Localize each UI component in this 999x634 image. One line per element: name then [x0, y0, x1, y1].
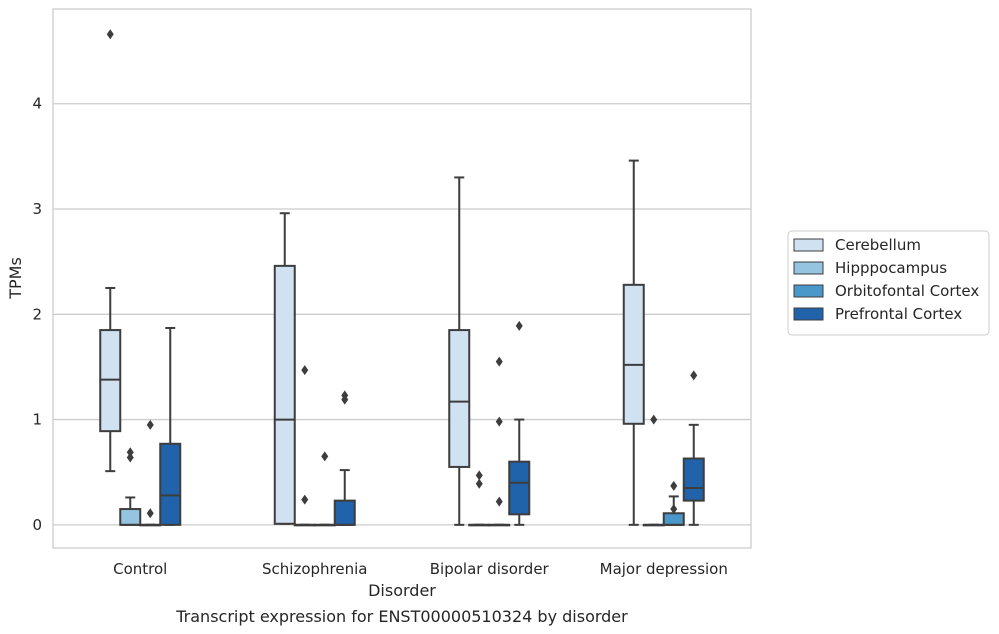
outlier-point — [690, 370, 698, 381]
x-tick-label: Major depression — [600, 560, 728, 578]
box-body — [273, 264, 296, 525]
box-body — [448, 329, 471, 468]
outlier-point — [341, 390, 349, 401]
legend-swatch — [793, 284, 824, 298]
box-0-1 — [119, 447, 142, 526]
box-1-2 — [313, 451, 336, 527]
outlier-point — [146, 419, 154, 430]
outlier-point — [106, 29, 114, 40]
legend: Cerebellum Hipppocampus Orbitofontal Corte… — [787, 230, 990, 336]
box-1-1 — [293, 365, 316, 527]
outlier-point — [495, 496, 503, 507]
outlier-point — [321, 451, 329, 462]
legend-label: Cerebellum — [835, 236, 921, 254]
box-0-0 — [99, 29, 122, 473]
boxes — [99, 29, 705, 527]
legend-swatch — [793, 261, 824, 275]
outlier-point — [670, 480, 678, 491]
legend-frame — [787, 230, 990, 336]
outlier-point — [475, 470, 483, 481]
legend-label: Prefrontal Cortex — [835, 305, 962, 323]
gridlines — [53, 103, 751, 526]
box-2-2 — [488, 356, 511, 527]
y-axis-label: TPMs — [6, 257, 25, 300]
box-3-0 — [622, 159, 645, 526]
box-0-3 — [159, 326, 182, 526]
x-axis-label: Disorder — [368, 581, 436, 600]
box-body — [662, 512, 685, 526]
box-body — [119, 508, 142, 526]
outlier-point — [146, 508, 154, 519]
outlier-point — [126, 452, 134, 463]
legend-label: Orbitofontal Cortex — [835, 282, 979, 300]
box-body — [99, 329, 122, 433]
y-ticks: 0 1 2 3 4 — [32, 95, 42, 534]
outlier-point — [495, 416, 503, 427]
x-tick-label: Control — [113, 560, 167, 578]
x-tick-label: Schizophrenia — [262, 560, 367, 578]
x-ticks: Control Schizophrenia Bipolar disorder Majo… — [113, 560, 728, 578]
outlier-point — [126, 447, 134, 458]
box-2-0 — [448, 176, 471, 526]
outlier-point — [650, 414, 658, 425]
y-tick-label: 3 — [32, 200, 42, 218]
y-tick-label: 0 — [32, 516, 42, 534]
box-2-3 — [508, 320, 531, 526]
box-3-1 — [642, 414, 665, 527]
outlier-point — [515, 320, 523, 331]
box-0-2 — [139, 419, 162, 527]
legend-label: Hipppocampus — [835, 259, 947, 277]
x-tick-label: Bipolar disorder — [430, 560, 550, 578]
box-2-1 — [468, 470, 491, 527]
outlier-point — [475, 478, 483, 489]
box-body — [333, 499, 356, 526]
box-1-3 — [333, 390, 356, 526]
legend-swatch — [793, 238, 824, 252]
outlier-point — [670, 504, 678, 515]
y-tick-label: 1 — [32, 411, 42, 429]
legend-swatch — [793, 307, 824, 321]
outlier-point — [301, 365, 309, 376]
box-body — [508, 460, 531, 516]
box-body — [159, 442, 182, 526]
chart-caption: Transcript expression for ENST0000051032… — [175, 607, 628, 626]
outlier-point — [301, 494, 309, 505]
y-tick-label: 4 — [32, 95, 42, 113]
y-tick-label: 2 — [32, 305, 42, 323]
box-3-2 — [662, 480, 685, 526]
box-1-0 — [273, 212, 296, 525]
box-body — [682, 457, 705, 502]
plot-frame — [52, 8, 752, 549]
outlier-point — [495, 356, 503, 367]
box-3-3 — [682, 370, 705, 526]
box-body — [622, 283, 645, 425]
